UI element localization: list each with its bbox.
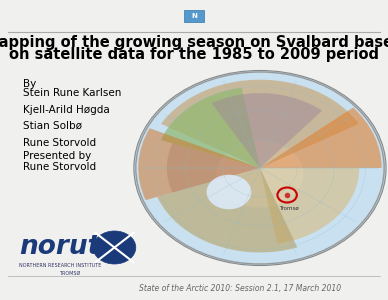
Circle shape — [217, 140, 303, 208]
Text: TROMSØ: TROMSØ — [59, 271, 80, 276]
Wedge shape — [260, 107, 382, 168]
Circle shape — [134, 70, 386, 266]
Wedge shape — [161, 88, 260, 168]
Text: Stian Solbø: Stian Solbø — [23, 121, 82, 131]
Wedge shape — [211, 93, 322, 168]
Text: Kjell-Arild Høgda: Kjell-Arild Høgda — [23, 104, 110, 115]
Text: State of the Arctic 2010: Session 2.1, 17 March 2010: State of the Arctic 2010: Session 2.1, 1… — [140, 284, 341, 292]
Text: Stein Rune Karlsen: Stein Rune Karlsen — [23, 88, 122, 98]
Wedge shape — [161, 80, 359, 168]
Text: Tromsø: Tromsø — [279, 206, 299, 211]
Circle shape — [206, 175, 251, 209]
Text: NORTHERN RESEARCH INSTITUTE: NORTHERN RESEARCH INSTITUTE — [19, 263, 102, 268]
Wedge shape — [138, 128, 260, 200]
Text: Rune Storvold: Rune Storvold — [23, 161, 96, 172]
Text: on satellite data for the 1985 to 2009 period: on satellite data for the 1985 to 2009 p… — [9, 47, 379, 62]
Text: Presented by: Presented by — [23, 151, 92, 161]
Text: norut: norut — [19, 235, 100, 260]
Text: Rune Storvold: Rune Storvold — [23, 137, 96, 148]
Wedge shape — [157, 168, 297, 253]
Text: Mapping of the growing season on Svalbard based: Mapping of the growing season on Svalbar… — [0, 35, 388, 50]
Circle shape — [136, 72, 384, 264]
Wedge shape — [167, 143, 260, 193]
Circle shape — [93, 231, 136, 264]
Wedge shape — [260, 168, 359, 244]
Text: N: N — [191, 13, 197, 19]
Text: By: By — [23, 79, 36, 89]
FancyBboxPatch shape — [184, 10, 204, 22]
